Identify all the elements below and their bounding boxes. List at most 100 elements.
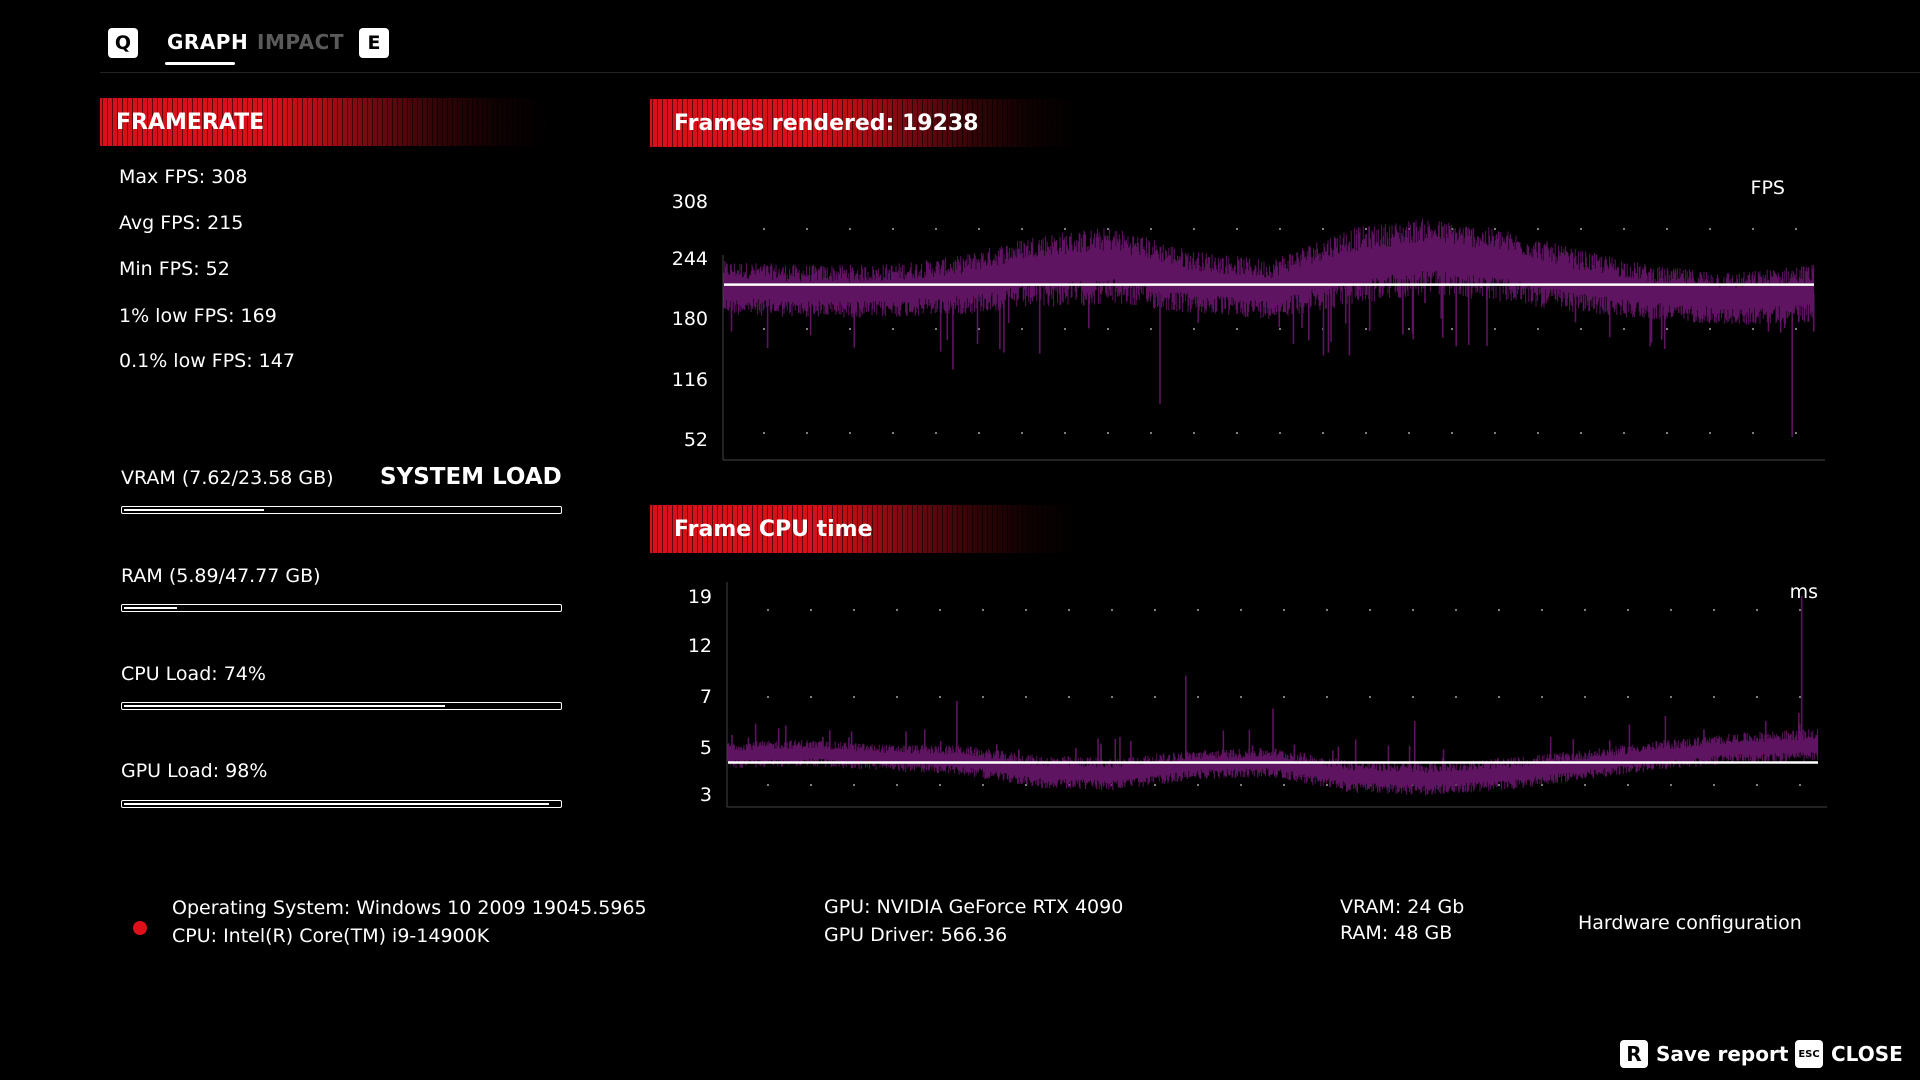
grid-dot <box>1626 608 1630 612</box>
fps-chart: FPS 308 244 180 116 52 <box>672 177 1825 461</box>
grid-dot <box>1493 327 1497 331</box>
grid-dot <box>895 695 899 699</box>
grid-dot <box>981 695 985 699</box>
tab-active-indicator <box>165 62 235 65</box>
e-key-button[interactable]: E <box>359 28 389 58</box>
grid-dot <box>1669 608 1673 612</box>
cpu-unit-label: ms <box>1790 581 1818 603</box>
grid-dot <box>1540 695 1544 699</box>
grid-dot <box>1708 327 1712 331</box>
grid-dot <box>934 227 938 231</box>
grid-dot <box>1063 227 1067 231</box>
q-key-button[interactable]: Q <box>108 28 138 58</box>
cpu-tick-19: 19 <box>688 586 712 608</box>
ram-load-bar <box>121 604 562 612</box>
grid-dot <box>934 431 938 435</box>
grid-dot <box>1411 608 1415 612</box>
grid-dot <box>1751 431 1755 435</box>
grid-dot <box>1192 227 1196 231</box>
fps-tick-180: 180 <box>672 308 708 330</box>
grid-dot <box>891 327 895 331</box>
gpu-load-label: GPU Load: 98% <box>121 760 268 782</box>
grid-dot <box>1755 783 1759 787</box>
grid-dot <box>1278 227 1282 231</box>
grid-dot <box>1665 227 1669 231</box>
grid-dot <box>977 227 981 231</box>
grid-dot <box>981 608 985 612</box>
grid-dot <box>938 695 942 699</box>
grid-dot <box>1411 695 1415 699</box>
cpu-tick-3: 3 <box>700 784 712 806</box>
hw-gpu-driver: GPU Driver: 566.36 <box>824 924 1008 946</box>
grid-dot <box>1626 783 1630 787</box>
grid-dot <box>1794 227 1798 231</box>
grid-dot <box>805 431 809 435</box>
save-report-button[interactable]: R Save report <box>1620 1040 1788 1068</box>
cpu-tick-5: 5 <box>700 737 712 759</box>
framerate-header: FRAMERATE <box>100 98 550 146</box>
frames-rendered-header: Frames rendered: 19238 <box>650 99 1080 147</box>
grid-dot <box>1239 695 1243 699</box>
fps-trace <box>723 218 1815 437</box>
grid-dot <box>1149 327 1153 331</box>
cpu-tick-12: 12 <box>688 635 712 657</box>
grid-dot <box>1153 783 1157 787</box>
esc-key-icon: ESC <box>1795 1040 1823 1068</box>
close-button[interactable]: ESC CLOSE <box>1795 1040 1903 1068</box>
grid-dot <box>977 431 981 435</box>
one-percent-low-stat: 1% low FPS: 169 <box>119 305 277 327</box>
grid-dot <box>1493 227 1497 231</box>
grid-dot <box>1540 783 1544 787</box>
grid-dot <box>1278 327 1282 331</box>
grid-dot <box>1407 327 1411 331</box>
grid-dot <box>848 227 852 231</box>
gpu-load-bar <box>121 800 562 808</box>
grid-dot <box>805 227 809 231</box>
grid-dot <box>938 783 942 787</box>
system-load-title: SYSTEM LOAD <box>380 464 562 490</box>
hw-gpu: GPU: NVIDIA GeForce RTX 4090 <box>824 896 1124 918</box>
grid-dot <box>1106 431 1110 435</box>
grid-dot <box>1235 327 1239 331</box>
cpu-load-label: CPU Load: 74% <box>121 663 266 685</box>
grid-dot <box>1192 327 1196 331</box>
max-fps-stat: Max FPS: 308 <box>119 166 248 188</box>
tab-graph[interactable]: GRAPH <box>167 30 249 54</box>
frames-rendered-label: Frames rendered: 19238 <box>674 110 979 136</box>
grid-dot <box>1540 608 1544 612</box>
r-key-icon: R <box>1620 1040 1648 1068</box>
grid-dot <box>934 327 938 331</box>
grid-dot <box>891 431 895 435</box>
grid-dot <box>852 608 856 612</box>
grid-dot <box>1407 431 1411 435</box>
grid-dot <box>1239 783 1243 787</box>
grid-dot <box>1149 227 1153 231</box>
grid-dot <box>1020 431 1024 435</box>
grid-dot <box>1196 783 1200 787</box>
grid-dot <box>1665 431 1669 435</box>
grid-dot <box>1751 327 1755 331</box>
grid-dot <box>1196 695 1200 699</box>
hw-section-label: Hardware configuration <box>1578 912 1802 934</box>
grid-dot <box>895 608 899 612</box>
grid-dot <box>1536 327 1540 331</box>
grid-dot <box>1450 431 1454 435</box>
grid-dot <box>1622 431 1626 435</box>
grid-dot <box>981 783 985 787</box>
grid-dot <box>1794 327 1798 331</box>
close-label: CLOSE <box>1831 1042 1903 1066</box>
grid-dot <box>1321 227 1325 231</box>
grid-dot <box>1493 431 1497 435</box>
grid-dot <box>1669 695 1673 699</box>
grid-dot <box>1579 431 1583 435</box>
grid-dot <box>1024 608 1028 612</box>
tab-impact[interactable]: IMPACT <box>257 30 344 54</box>
grid-dot <box>1364 227 1368 231</box>
grid-dot <box>1067 608 1071 612</box>
grid-dot <box>809 608 813 612</box>
grid-dot <box>1235 227 1239 231</box>
grid-dot <box>1110 695 1114 699</box>
grid-dot <box>977 327 981 331</box>
grid-dot <box>1282 695 1286 699</box>
hw-os: Operating System: Windows 10 2009 19045.… <box>172 897 647 919</box>
